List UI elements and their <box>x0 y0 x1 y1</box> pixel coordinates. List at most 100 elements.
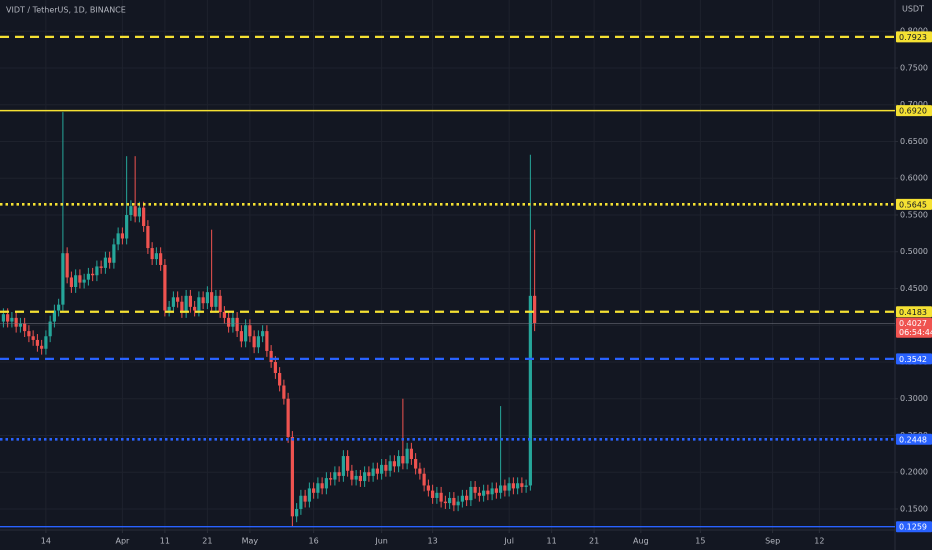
x-tick-label: Jul <box>503 537 514 546</box>
x-tick-label: Sep <box>765 537 780 546</box>
candle-body <box>273 361 277 374</box>
x-tick-label: 15 <box>695 537 705 546</box>
candle-body <box>163 264 167 311</box>
candle-body <box>358 475 362 482</box>
candle-body <box>341 456 345 476</box>
candle-body <box>477 492 481 496</box>
candle-body <box>490 488 494 495</box>
candle-body <box>201 297 205 304</box>
candle-body <box>443 501 447 504</box>
last-price-box <box>896 317 932 338</box>
candle-body <box>222 312 226 318</box>
candle-body <box>499 485 503 493</box>
candle-body <box>473 486 477 493</box>
candle-body <box>227 317 231 327</box>
candle-body <box>337 472 341 476</box>
candle-body <box>44 336 48 349</box>
candle-body <box>465 495 469 501</box>
candle-body <box>316 483 320 493</box>
candle-body <box>261 331 265 337</box>
y-tick-label: 0.1500 <box>900 504 928 513</box>
y-tick-label: 0.8000 <box>900 27 928 36</box>
candle-body <box>511 483 515 489</box>
candle-body <box>299 495 303 509</box>
candle-body <box>65 253 69 278</box>
candle-body <box>95 266 99 276</box>
candle-body <box>312 488 316 493</box>
candle-body <box>137 207 141 217</box>
y-axis-label: USDT <box>902 5 924 14</box>
x-tick-label: 21 <box>202 537 212 546</box>
level-label-box <box>896 521 932 533</box>
candle-body <box>363 472 367 482</box>
y-tick-label: 0.5500 <box>900 210 928 219</box>
candle-body <box>269 350 273 362</box>
candle-body <box>154 253 158 260</box>
candle-body <box>171 297 175 307</box>
candle-body <box>533 295 537 324</box>
candle-body <box>346 456 350 471</box>
candle-body <box>40 345 44 349</box>
candle-body <box>231 317 235 327</box>
candle-body <box>74 275 78 288</box>
candle-body <box>503 485 507 491</box>
candle-body <box>401 456 405 464</box>
level-label: 0.6920 <box>899 107 927 116</box>
candle-body <box>397 456 401 467</box>
level-label-box <box>896 433 932 445</box>
candle-body <box>435 492 439 498</box>
countdown-label: 06:54:44 <box>899 328 932 337</box>
candle-body <box>150 248 154 260</box>
chart-title: VIDT / TetherUS, 1D, BINANCE <box>6 6 126 15</box>
candle-body <box>422 473 426 486</box>
candle-body <box>439 492 443 502</box>
level-label-box <box>896 31 932 43</box>
candle-body <box>1 314 5 322</box>
candle-body <box>524 485 528 487</box>
level-label: 0.4183 <box>899 308 927 317</box>
candle-body <box>520 483 524 487</box>
candle-body <box>307 488 311 502</box>
candle-body <box>375 468 379 474</box>
level-label: 0.2448 <box>899 435 927 444</box>
candle-body <box>129 206 133 215</box>
candle-body <box>456 501 460 506</box>
candle-body <box>248 325 252 337</box>
candle-body <box>244 325 248 342</box>
candle-body <box>384 464 388 471</box>
candle-body <box>91 273 95 276</box>
x-tick-label: Jun <box>374 537 388 546</box>
level-label: 0.3542 <box>899 355 927 364</box>
candle-body <box>239 331 243 342</box>
candle-body <box>426 485 430 491</box>
x-tick-label: 11 <box>160 537 170 546</box>
candle-body <box>414 459 418 469</box>
x-tick-label: 14 <box>41 537 51 546</box>
candle-body <box>405 448 409 464</box>
candle-body <box>142 207 146 227</box>
candle-body <box>108 257 112 263</box>
y-tick-label: 0.5000 <box>900 247 928 256</box>
candle-body <box>31 336 35 340</box>
candle-body <box>388 461 392 471</box>
candle-body <box>52 310 56 322</box>
candle-body <box>146 226 150 249</box>
candle-body <box>184 295 188 313</box>
candle-body <box>235 317 239 332</box>
candle-body <box>82 279 86 283</box>
candle-body <box>180 301 184 313</box>
level-label-box <box>896 353 932 365</box>
candle-body <box>320 483 324 489</box>
candle-body <box>482 490 486 496</box>
candle-body <box>61 253 65 305</box>
level-label-box <box>896 306 932 318</box>
level-label: 0.1259 <box>899 523 927 532</box>
candle-body <box>35 339 39 346</box>
y-tick-label: 0.4500 <box>900 284 928 293</box>
candle-body <box>103 257 107 268</box>
candle-body <box>528 295 532 486</box>
candle-body <box>78 275 82 283</box>
candle-body <box>218 295 222 313</box>
candle-body <box>380 464 384 474</box>
